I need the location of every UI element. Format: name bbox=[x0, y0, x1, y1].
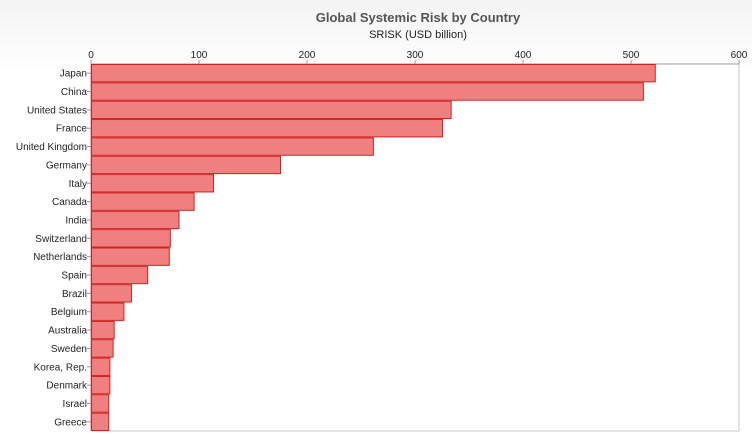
category-label: Germany bbox=[46, 160, 87, 171]
category-label: Greece bbox=[54, 417, 87, 428]
bar[interactable] bbox=[91, 192, 195, 211]
x-tick-label: 0 bbox=[88, 50, 94, 61]
x-tick-label: 100 bbox=[191, 50, 208, 61]
plot-area: 0 100 200 300 400 500 600 Japan China United Stat… bbox=[16, 50, 748, 432]
category-label: France bbox=[56, 124, 88, 135]
category-label: Israel bbox=[63, 399, 87, 410]
bar[interactable] bbox=[91, 284, 132, 303]
plot-frame bbox=[90, 63, 740, 432]
bar[interactable] bbox=[91, 82, 644, 101]
bar[interactable] bbox=[91, 394, 110, 413]
x-tick-label: 500 bbox=[623, 50, 640, 61]
category-label: Brazil bbox=[62, 289, 87, 300]
bar[interactable] bbox=[91, 119, 443, 138]
category-label: Netherlands bbox=[33, 252, 87, 263]
bar[interactable] bbox=[91, 247, 170, 266]
bar[interactable] bbox=[91, 320, 115, 340]
category-label: Switzerland bbox=[35, 234, 87, 245]
category-label: United Kingdom bbox=[16, 142, 87, 153]
x-tick-label: 400 bbox=[515, 50, 532, 61]
bar[interactable] bbox=[91, 357, 111, 376]
bar[interactable] bbox=[91, 210, 180, 230]
bar[interactable] bbox=[91, 339, 114, 358]
category-label: Italy bbox=[69, 179, 87, 190]
category-label: China bbox=[61, 87, 88, 98]
category-label: Canada bbox=[52, 197, 87, 208]
category-label: Sweden bbox=[51, 344, 87, 355]
bar[interactable] bbox=[91, 64, 656, 83]
x-tick-label: 200 bbox=[299, 50, 316, 61]
category-label: Spain bbox=[61, 271, 87, 282]
bar[interactable] bbox=[91, 174, 215, 193]
bar[interactable] bbox=[91, 155, 281, 175]
chart-title: Global Systemic Risk by Country bbox=[316, 10, 521, 25]
category-label: Korea, Rep. bbox=[34, 362, 87, 373]
category-label: Denmark bbox=[46, 381, 88, 392]
bar[interactable] bbox=[91, 229, 171, 248]
bar[interactable] bbox=[91, 412, 110, 431]
x-tick-label: 300 bbox=[407, 50, 424, 61]
bar[interactable] bbox=[91, 375, 111, 395]
bar[interactable] bbox=[91, 265, 149, 285]
category-label: United States bbox=[27, 105, 87, 116]
category-label: Belgium bbox=[51, 307, 87, 318]
category-label: Australia bbox=[48, 326, 87, 337]
bar[interactable] bbox=[91, 137, 374, 156]
bar[interactable] bbox=[91, 100, 452, 120]
category-label: Japan bbox=[60, 69, 87, 80]
chart-subtitle: SRISK (USD billion) bbox=[369, 29, 467, 41]
category-label: India bbox=[65, 215, 87, 226]
bar[interactable] bbox=[91, 302, 125, 321]
x-tick-label: 600 bbox=[731, 50, 748, 61]
